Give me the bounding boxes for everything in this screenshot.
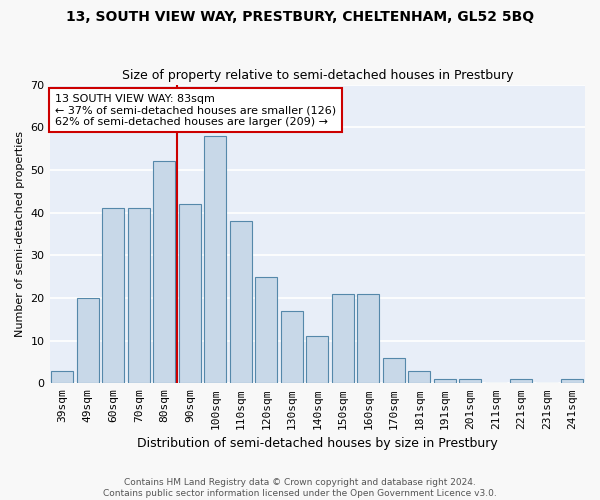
Text: 13, SOUTH VIEW WAY, PRESTBURY, CHELTENHAM, GL52 5BQ: 13, SOUTH VIEW WAY, PRESTBURY, CHELTENHA… bbox=[66, 10, 534, 24]
Bar bbox=[230, 221, 251, 384]
Bar bbox=[77, 298, 98, 384]
Bar bbox=[434, 379, 455, 384]
Bar bbox=[383, 358, 404, 384]
Y-axis label: Number of semi-detached properties: Number of semi-detached properties bbox=[15, 131, 25, 337]
Bar bbox=[562, 379, 583, 384]
Bar bbox=[179, 204, 200, 384]
Bar bbox=[307, 336, 328, 384]
Bar bbox=[358, 294, 379, 384]
Bar bbox=[52, 370, 73, 384]
Bar bbox=[332, 294, 353, 384]
Text: 13 SOUTH VIEW WAY: 83sqm
← 37% of semi-detached houses are smaller (126)
62% of : 13 SOUTH VIEW WAY: 83sqm ← 37% of semi-d… bbox=[55, 94, 336, 126]
X-axis label: Distribution of semi-detached houses by size in Prestbury: Distribution of semi-detached houses by … bbox=[137, 437, 497, 450]
Bar bbox=[511, 379, 532, 384]
Bar bbox=[460, 379, 481, 384]
Text: Contains HM Land Registry data © Crown copyright and database right 2024.
Contai: Contains HM Land Registry data © Crown c… bbox=[103, 478, 497, 498]
Bar bbox=[128, 208, 149, 384]
Bar bbox=[256, 276, 277, 384]
Title: Size of property relative to semi-detached houses in Prestbury: Size of property relative to semi-detach… bbox=[122, 69, 513, 82]
Bar bbox=[154, 162, 175, 384]
Bar bbox=[103, 208, 124, 384]
Bar bbox=[205, 136, 226, 384]
Bar bbox=[409, 370, 430, 384]
Bar bbox=[281, 311, 302, 384]
